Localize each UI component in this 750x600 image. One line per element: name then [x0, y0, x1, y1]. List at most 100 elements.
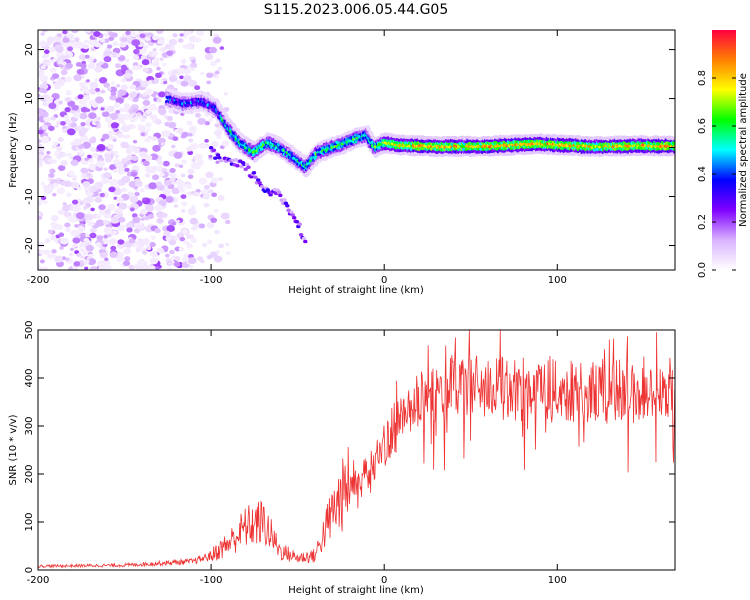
- heatmap-cell: [183, 68, 191, 75]
- snr-series-line: [38, 330, 675, 569]
- heatmap-cell: [57, 33, 62, 37]
- heatmap-cell: [89, 146, 97, 152]
- x-tick-label: 100: [548, 275, 567, 286]
- heatmap-cell: [109, 94, 117, 101]
- heatmap-cell: [80, 121, 86, 127]
- heatmap-cell: [156, 247, 164, 254]
- heatmap-cell: [203, 184, 210, 190]
- heatmap-cell: [162, 62, 167, 67]
- heatmap-cell: [51, 93, 60, 100]
- heatmap-cell: [156, 217, 164, 224]
- heatmap-cell: [101, 177, 110, 184]
- heatmap-cell: [195, 30, 205, 36]
- heatmap-cell: [160, 142, 166, 147]
- heatmap-cell: [171, 221, 177, 226]
- heatmap-cell: [103, 172, 112, 179]
- heatmap-cell: [117, 224, 126, 232]
- heatmap-cell: [47, 253, 55, 259]
- heatmap-cell: [50, 116, 56, 121]
- heatmap-cell: [251, 171, 257, 175]
- heatmap-cell: [87, 154, 92, 159]
- heatmap-cell: [64, 107, 71, 113]
- heatmap-cell: [103, 56, 112, 63]
- heatmap-cell: [163, 230, 171, 237]
- x-tick-label: -100: [200, 575, 223, 586]
- heatmap-cell: [214, 70, 220, 75]
- heatmap-cell: [107, 143, 115, 150]
- heatmap-cell: [80, 63, 87, 69]
- heatmap-cell: [161, 47, 167, 52]
- heatmap-cell: [99, 192, 106, 198]
- heatmap-cell: [289, 210, 294, 214]
- heatmap-cell: [42, 102, 48, 107]
- heatmap-cell: [129, 84, 136, 90]
- heatmap-cell: [94, 181, 104, 189]
- heatmap-cell: [57, 137, 64, 143]
- heatmap-cell: [65, 89, 71, 95]
- heatmap-cell: [38, 212, 42, 217]
- heatmap-cell: [212, 36, 222, 44]
- heatmap-cell: [89, 58, 94, 62]
- heatmap-cell: [112, 168, 118, 173]
- heatmap-cell: [80, 106, 89, 113]
- heatmap-cell: [128, 238, 136, 244]
- heatmap-cell: [71, 41, 80, 49]
- heatmap-cell: [48, 186, 53, 191]
- heatmap-cell: [80, 167, 89, 174]
- heatmap-cell: [62, 204, 71, 212]
- heatmap-cell: [135, 249, 140, 253]
- heatmap-cell: [83, 39, 89, 44]
- heatmap-cell: [216, 135, 222, 140]
- heatmap-cell: [68, 252, 74, 257]
- heatmap-cell: [82, 96, 89, 101]
- heatmap-cells: [38, 30, 675, 270]
- heatmap-cell: [132, 54, 140, 60]
- heatmap-cell: [41, 135, 50, 142]
- heatmap-cell: [208, 46, 218, 54]
- heatmap-cell: [74, 37, 80, 42]
- heatmap-cell: [203, 202, 210, 208]
- heatmap-cell: [130, 171, 138, 177]
- heatmap-cell: [64, 76, 72, 83]
- heatmap-cell: [120, 78, 127, 83]
- heatmap-cell: [49, 168, 56, 174]
- heatmap-cell: [143, 45, 149, 49]
- heatmap-cell: [140, 208, 148, 215]
- heatmap-cell: [257, 180, 262, 185]
- heatmap-cell: [104, 257, 109, 261]
- heatmap-cell: [181, 201, 188, 207]
- heatmap-cell: [145, 109, 152, 115]
- heatmap-cell: [197, 117, 206, 125]
- heatmap-cell: [220, 212, 230, 220]
- heatmap-cell: [180, 58, 187, 64]
- heatmap-cell: [163, 179, 172, 186]
- heatmap-cell: [243, 167, 248, 172]
- heatmap-cell: [173, 204, 178, 208]
- heatmap-cell: [55, 145, 63, 152]
- x-tick-label: 0: [381, 275, 387, 286]
- heatmap-cell: [112, 138, 117, 143]
- heatmap-cell: [260, 184, 265, 189]
- heatmap-cell: [225, 251, 231, 255]
- heatmap-cell: [253, 175, 258, 179]
- heatmap-cell: [87, 63, 96, 70]
- heatmap-cell: [163, 80, 168, 85]
- heatmap-cell: [72, 237, 81, 244]
- heatmap-cell: [671, 140, 675, 145]
- y-tick-label: 0: [24, 144, 35, 150]
- heatmap-cell: [63, 180, 72, 188]
- heatmap-cell: [57, 59, 64, 65]
- heatmap-cell: [217, 155, 222, 160]
- heatmap-cell: [104, 209, 111, 215]
- snr-y-label: SNR (10 * v/v): [8, 414, 19, 485]
- heatmap-cell: [120, 84, 129, 91]
- heatmap-cell: [215, 160, 220, 164]
- heatmap-cell: [74, 224, 79, 228]
- heatmap-cell: [198, 223, 206, 229]
- heatmap-cell: [209, 60, 217, 67]
- heatmap-cell: [170, 172, 177, 179]
- heatmap-cell: [73, 261, 81, 267]
- heatmap-cell: [118, 113, 124, 118]
- heatmap-cell: [223, 92, 228, 96]
